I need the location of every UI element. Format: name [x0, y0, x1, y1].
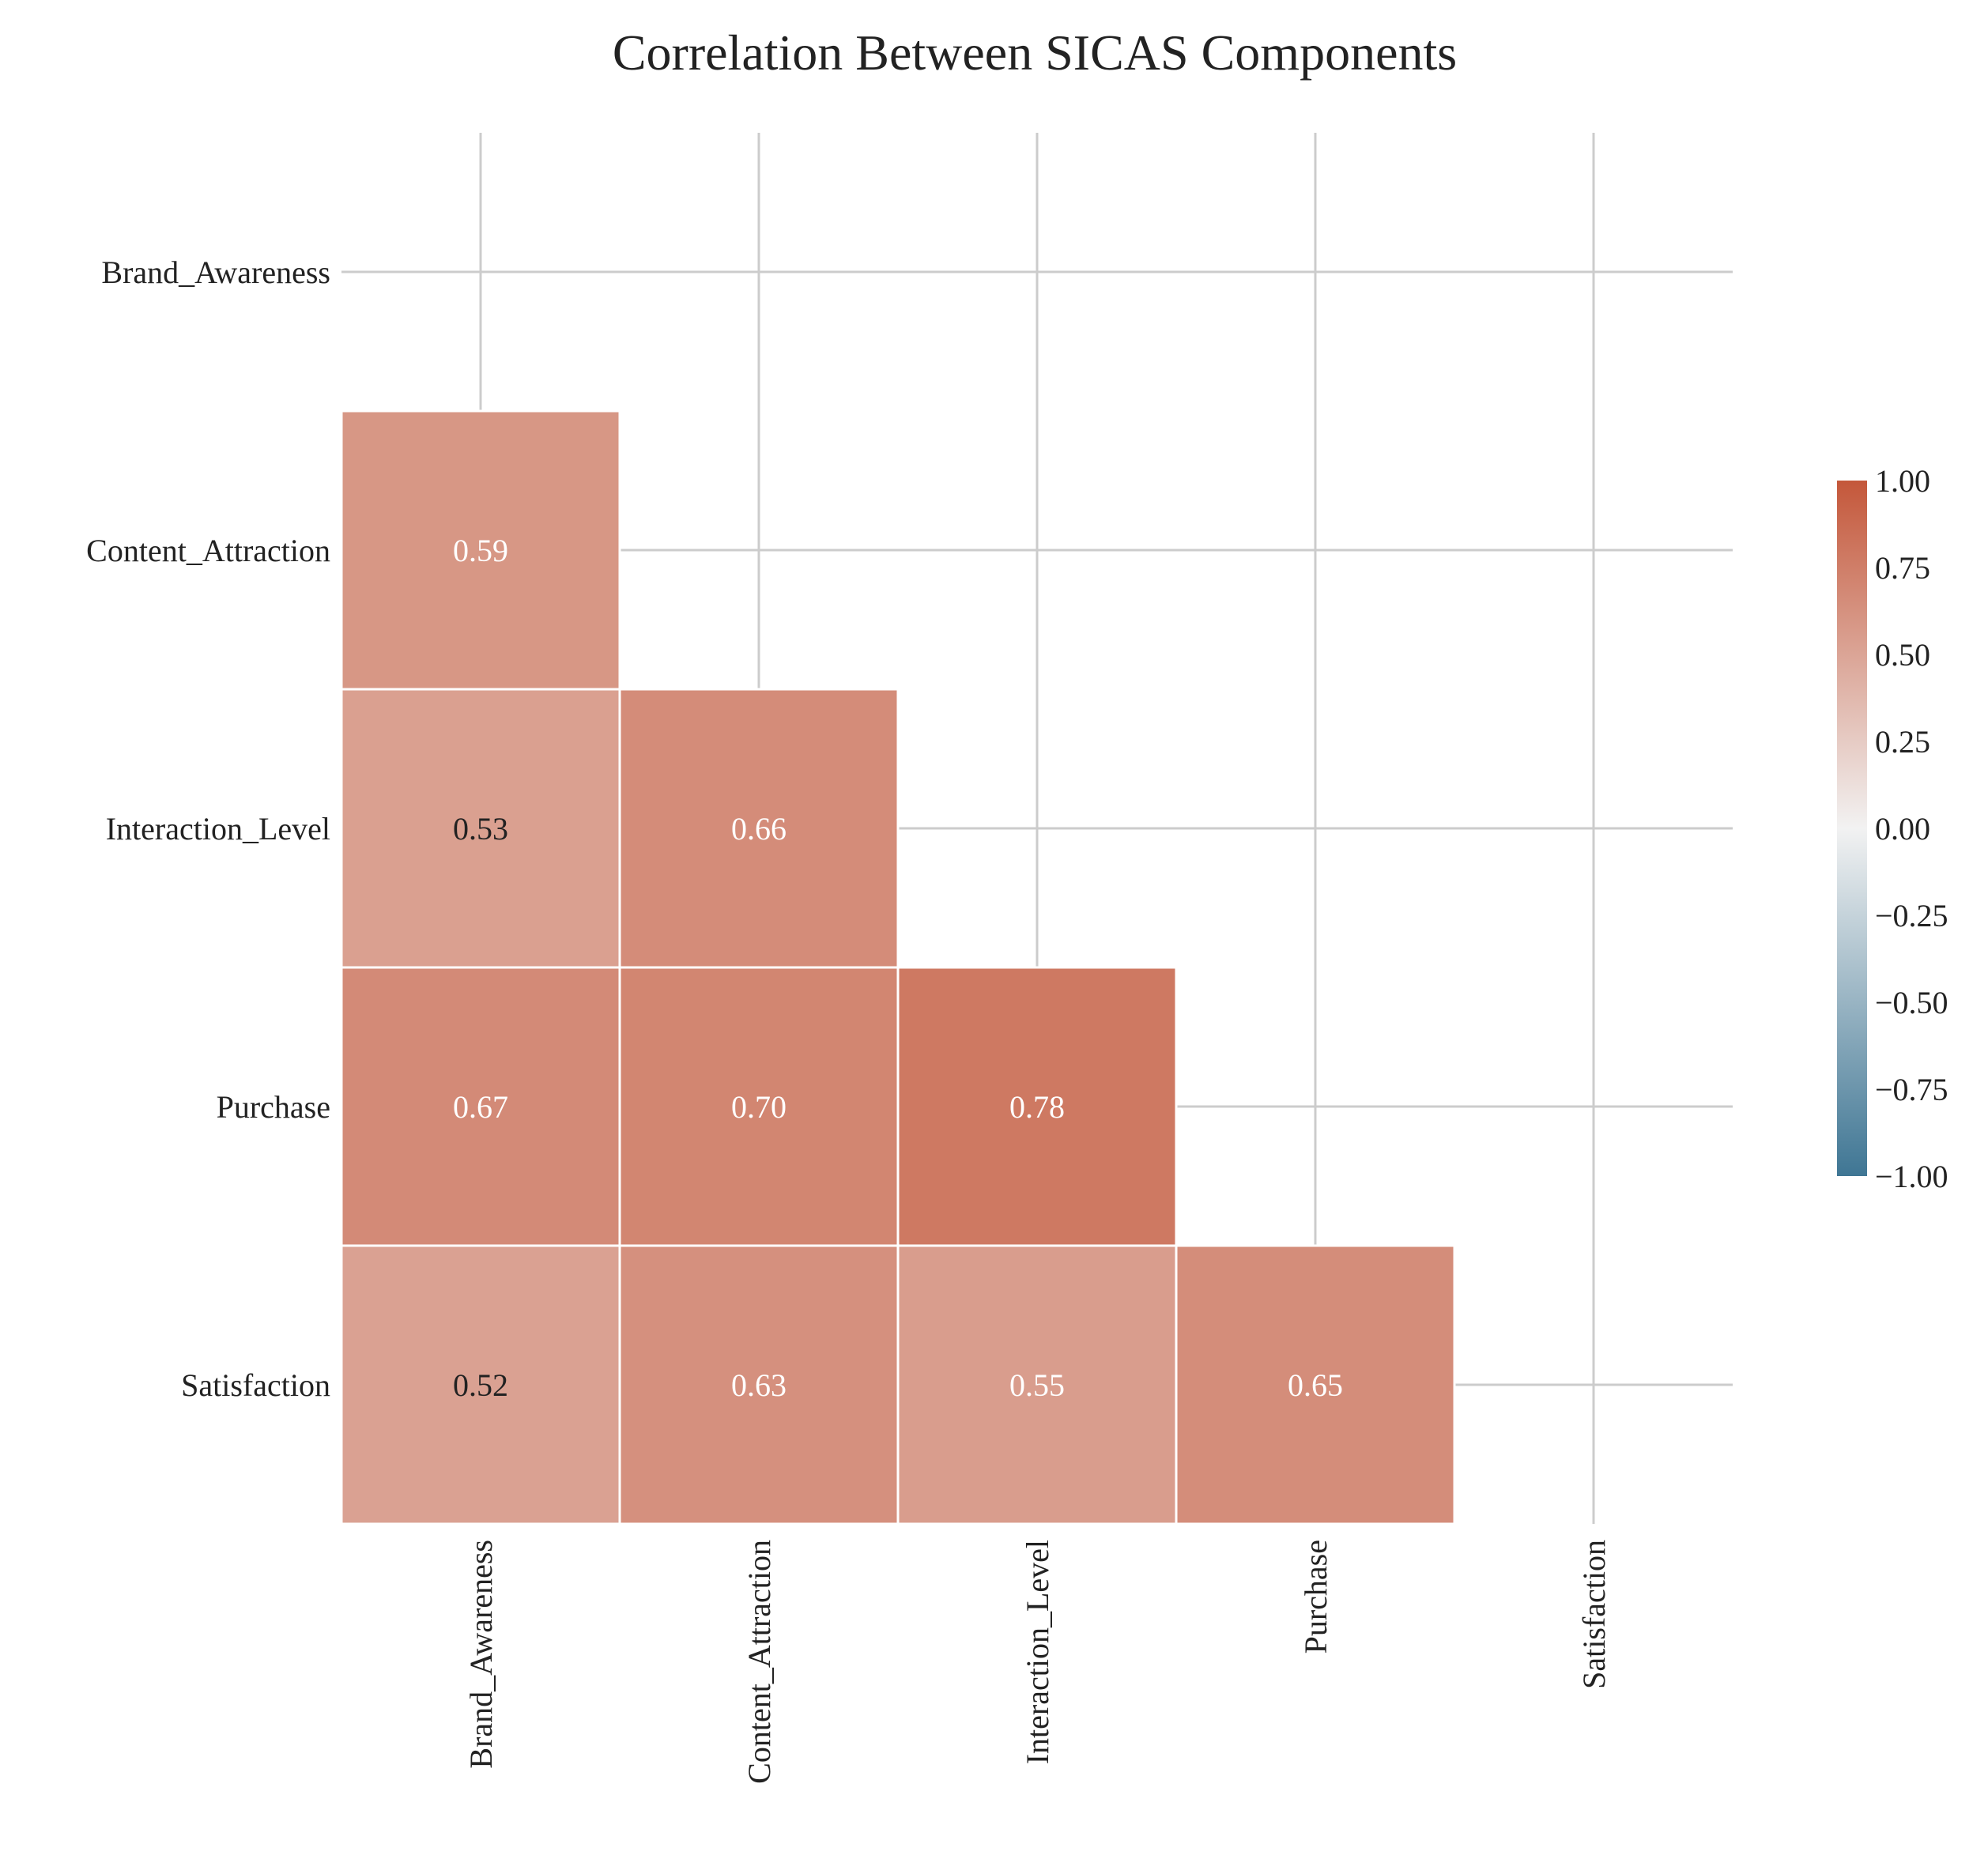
chart-title: Correlation Between SICAS Components [613, 25, 1457, 81]
heatmap-cell [340, 409, 621, 691]
heatmap-cell [618, 1244, 900, 1525]
colorbar-tick-label: 0.75 [1875, 550, 1930, 586]
colorbar-gradient [1837, 481, 1867, 1176]
cell-value-label: 0.53 [453, 811, 508, 847]
cell-value-label: 0.78 [1009, 1089, 1065, 1125]
colorbar-tick-label: −0.75 [1875, 1072, 1948, 1107]
colorbar-tick-label: 0.00 [1875, 811, 1930, 847]
heatmap-cell [340, 1244, 621, 1525]
heatmap-cell [618, 966, 900, 1247]
cell-value-label: 0.65 [1288, 1367, 1343, 1403]
heatmap-cell [896, 1244, 1178, 1525]
colorbar-tick-label: −0.25 [1875, 898, 1948, 933]
cell-value-label: 0.52 [453, 1367, 508, 1403]
y-axis-tick-labels: Brand_Awareness Content_Attraction Interac… [86, 255, 330, 1403]
heatmap-cell [340, 688, 621, 969]
colorbar-tick-label: 0.50 [1875, 637, 1930, 673]
cell-value-label: 0.55 [1009, 1367, 1065, 1403]
y-tick-label: Satisfaction [181, 1367, 330, 1403]
cell-value-label: 0.67 [453, 1089, 508, 1125]
x-tick-label: Satisfaction [1576, 1540, 1612, 1689]
cell-value-label: 0.63 [731, 1367, 787, 1403]
heatmap-cell [1175, 1244, 1456, 1525]
cell-value-label: 0.70 [731, 1089, 787, 1125]
heatmap-cell [896, 966, 1178, 1247]
colorbar-tick-label: 0.25 [1875, 724, 1930, 760]
heatmap-cell [340, 966, 621, 1247]
y-tick-label: Brand_Awareness [101, 255, 330, 290]
y-tick-label: Interaction_Level [106, 811, 330, 847]
colorbar-tick-label: 1.00 [1875, 463, 1930, 499]
heatmap-cells: 0.59 0.53 0.66 0.67 0.70 0.78 0.52 0.63 0.55 0.65 [340, 409, 1456, 1525]
x-tick-label: Interaction_Level [1020, 1540, 1055, 1764]
y-tick-label: Content_Attraction [86, 533, 330, 568]
x-axis-tick-labels: Brand_Awareness Content_Attraction Interac… [463, 1540, 1612, 1784]
colorbar-tick-label: −0.50 [1875, 985, 1948, 1020]
x-tick-label: Content_Attraction [741, 1540, 777, 1784]
cell-value-label: 0.66 [731, 811, 787, 847]
y-tick-label: Purchase [217, 1089, 330, 1125]
colorbar: 1.00 0.75 0.50 0.25 0.00 −0.25 −0.50 −0.75 −1.00 [1837, 463, 1948, 1194]
cell-value-label: 0.59 [453, 533, 508, 568]
x-tick-label: Brand_Awareness [463, 1540, 499, 1769]
x-tick-label: Purchase [1298, 1540, 1334, 1653]
colorbar-tick-label: −1.00 [1875, 1159, 1948, 1194]
